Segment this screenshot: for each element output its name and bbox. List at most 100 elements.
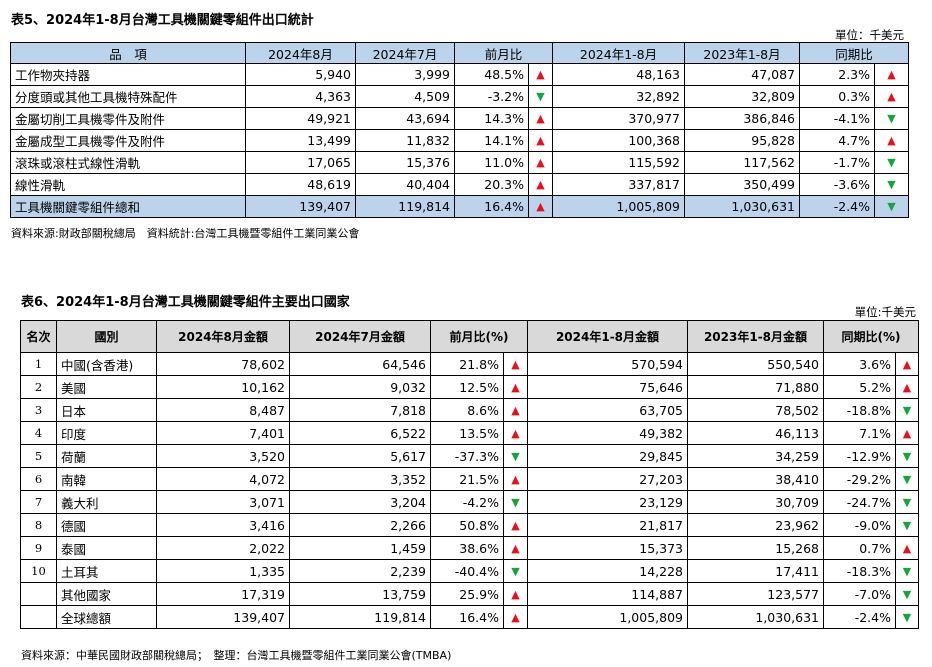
jul-amount: 2,266 (289, 513, 431, 537)
ytd-2023-value: 1,030,631 (684, 195, 801, 218)
table-row: 2 美國 10,162 9,032 12.5% ▲ 75,646 71,880 5.2% ▲ (20, 375, 919, 399)
aug-amount: 7,401 (156, 421, 290, 445)
yoy-pct: -29.2% (823, 467, 896, 491)
rank-cell: 9 (20, 536, 57, 560)
up-arrow-icon: ▲ (503, 513, 528, 537)
jul-value: 40,404 (355, 173, 455, 196)
ytd-2024-amount: 63,705 (527, 398, 688, 422)
down-arrow-icon: ▼ (503, 490, 528, 514)
rank-cell: 2 (20, 375, 57, 399)
item-name: 工作物夾持器 (10, 63, 246, 86)
ytd-2024-value: 1,005,809 (552, 195, 686, 218)
jul-value: 11,832 (355, 129, 455, 152)
rank-cell (20, 582, 57, 606)
rank-cell: 5 (20, 444, 57, 468)
country-name: 印度 (56, 421, 157, 445)
table-row: 3 日本 8,487 7,818 8.6% ▲ 63,705 78,502 -18.8% ▼ (20, 398, 919, 422)
aug-amount: 2,022 (156, 536, 290, 560)
rank-cell: 3 (20, 398, 57, 422)
country-name: 美國 (56, 375, 157, 399)
up-arrow-icon: ▲ (527, 63, 554, 86)
table5-header-row: 品 項 2024年8月 2024年7月 前月比 2024年1-8月 2023年1… (10, 42, 910, 64)
jul-value: 119,814 (355, 195, 455, 218)
country-name: 荷蘭 (56, 444, 157, 468)
down-arrow-icon: ▼ (874, 151, 910, 174)
ytd-2024-amount: 21,817 (527, 513, 688, 537)
mom-value: 16.4% (454, 195, 529, 218)
yoy-value: -1.7% (799, 151, 876, 174)
mom-pct: 21.8% (430, 352, 504, 376)
header-yoy-pct: 同期比(%) (823, 320, 919, 353)
aug-amount: 3,416 (156, 513, 290, 537)
ytd-2023-amount: 46,113 (687, 421, 824, 445)
table-row: 10 土耳其 1,335 2,239 -40.4% ▼ 14,228 17,411 -18.3%… (20, 559, 919, 583)
up-arrow-icon: ▲ (527, 195, 554, 218)
ytd-2023-amount: 23,962 (687, 513, 824, 537)
up-arrow-icon: ▲ (527, 151, 554, 174)
jul-amount: 5,617 (289, 444, 431, 468)
header-mom: 前月比 (453, 42, 554, 64)
aug-amount: 1,335 (156, 559, 290, 583)
aug-amount: 78,602 (156, 352, 290, 376)
item-name: 滾珠或滾柱式線性滑軌 (10, 151, 246, 174)
item-name: 工具機關鍵零組件總和 (10, 195, 246, 218)
down-arrow-icon: ▼ (895, 490, 919, 514)
ytd-2023-value: 350,499 (684, 173, 801, 196)
aug-amount: 17,319 (156, 582, 290, 606)
yoy-pct: -9.0% (823, 513, 896, 537)
down-arrow-icon: ▼ (874, 173, 910, 196)
down-arrow-icon: ▼ (895, 398, 919, 422)
table6-header-row: 名次 國別 2024年8月金額 2024年7月金額 前月比(%) 2024年1-… (20, 320, 919, 353)
ytd-2023-amount: 1,030,631 (687, 605, 824, 629)
yoy-value: 0.3% (799, 85, 876, 108)
aug-amount: 139,407 (156, 605, 290, 629)
table5-source: 資料來源:財政部關稅總局 資料統計:台灣工具機暨零組件工業同業公會 (11, 227, 360, 240)
table5: 品 項 2024年8月 2024年7月 前月比 2024年1-8月 2023年1… (10, 42, 910, 218)
ytd-2024-amount: 1,005,809 (527, 605, 688, 629)
down-arrow-icon: ▼ (503, 444, 528, 468)
header-item: 品 項 (10, 42, 246, 64)
table-row: 線性滑軌 48,619 40,404 20.3% ▲ 337,817 350,499 -3.6… (10, 173, 910, 196)
jul-value: 3,999 (355, 63, 455, 86)
header-aug-2024: 2024年8月 (245, 42, 356, 64)
down-arrow-icon: ▼ (895, 559, 919, 583)
aug-value: 17,065 (245, 151, 356, 174)
item-name: 線性滑軌 (10, 173, 246, 196)
table-row: 全球總額 139,407 119,814 16.4% ▲ 1,005,809 1,030,6… (20, 605, 919, 629)
table-row: 分度頭或其他工具機特殊配件 4,363 4,509 -3.2% ▼ 32,892 32,80… (10, 85, 910, 108)
mom-pct: -40.4% (430, 559, 504, 583)
table-row: 7 義大利 3,071 3,204 -4.2% ▼ 23,129 30,709 -24.7% ▼ (20, 490, 919, 514)
jul-value: 4,509 (355, 85, 455, 108)
rank-cell: 10 (20, 559, 57, 583)
mom-pct: 12.5% (430, 375, 504, 399)
yoy-pct: 3.6% (823, 352, 896, 376)
ytd-2024-amount: 29,845 (527, 444, 688, 468)
table6-title: 表6、2024年1-8月台灣工具機關鍵零組件主要出口國家 (21, 295, 350, 310)
mom-pct: 16.4% (430, 605, 504, 629)
mom-value: -3.2% (454, 85, 529, 108)
up-arrow-icon: ▲ (874, 85, 910, 108)
table6: 名次 國別 2024年8月金額 2024年7月金額 前月比(%) 2024年1-… (20, 320, 919, 629)
ytd-2023-value: 32,809 (684, 85, 801, 108)
aug-value: 4,363 (245, 85, 356, 108)
header-country: 國別 (56, 320, 157, 353)
aug-amount: 8,487 (156, 398, 290, 422)
table-row: 9 泰國 2,022 1,459 38.6% ▲ 15,373 15,268 0.7% ▲ (20, 536, 919, 560)
yoy-value: -4.1% (799, 107, 876, 130)
country-name: 義大利 (56, 490, 157, 514)
yoy-pct: 5.2% (823, 375, 896, 399)
down-arrow-icon: ▼ (895, 582, 919, 606)
ytd-2024-value: 32,892 (552, 85, 686, 108)
down-arrow-icon: ▼ (527, 85, 554, 108)
jul-amount: 119,814 (289, 605, 431, 629)
item-name: 金屬成型工具機零件及附件 (10, 129, 246, 152)
yoy-value: 2.3% (799, 63, 876, 86)
yoy-value: 4.7% (799, 129, 876, 152)
aug-value: 139,407 (245, 195, 356, 218)
aug-value: 13,499 (245, 129, 356, 152)
table-row: 金屬切削工具機零件及附件 49,921 43,694 14.3% ▲ 370,977 386… (10, 107, 910, 130)
table-row: 5 荷蘭 3,520 5,617 -37.3% ▼ 29,845 34,259 -12.9% ▼ (20, 444, 919, 468)
up-arrow-icon: ▲ (874, 129, 910, 152)
ytd-2023-amount: 38,410 (687, 467, 824, 491)
up-arrow-icon: ▲ (895, 536, 919, 560)
